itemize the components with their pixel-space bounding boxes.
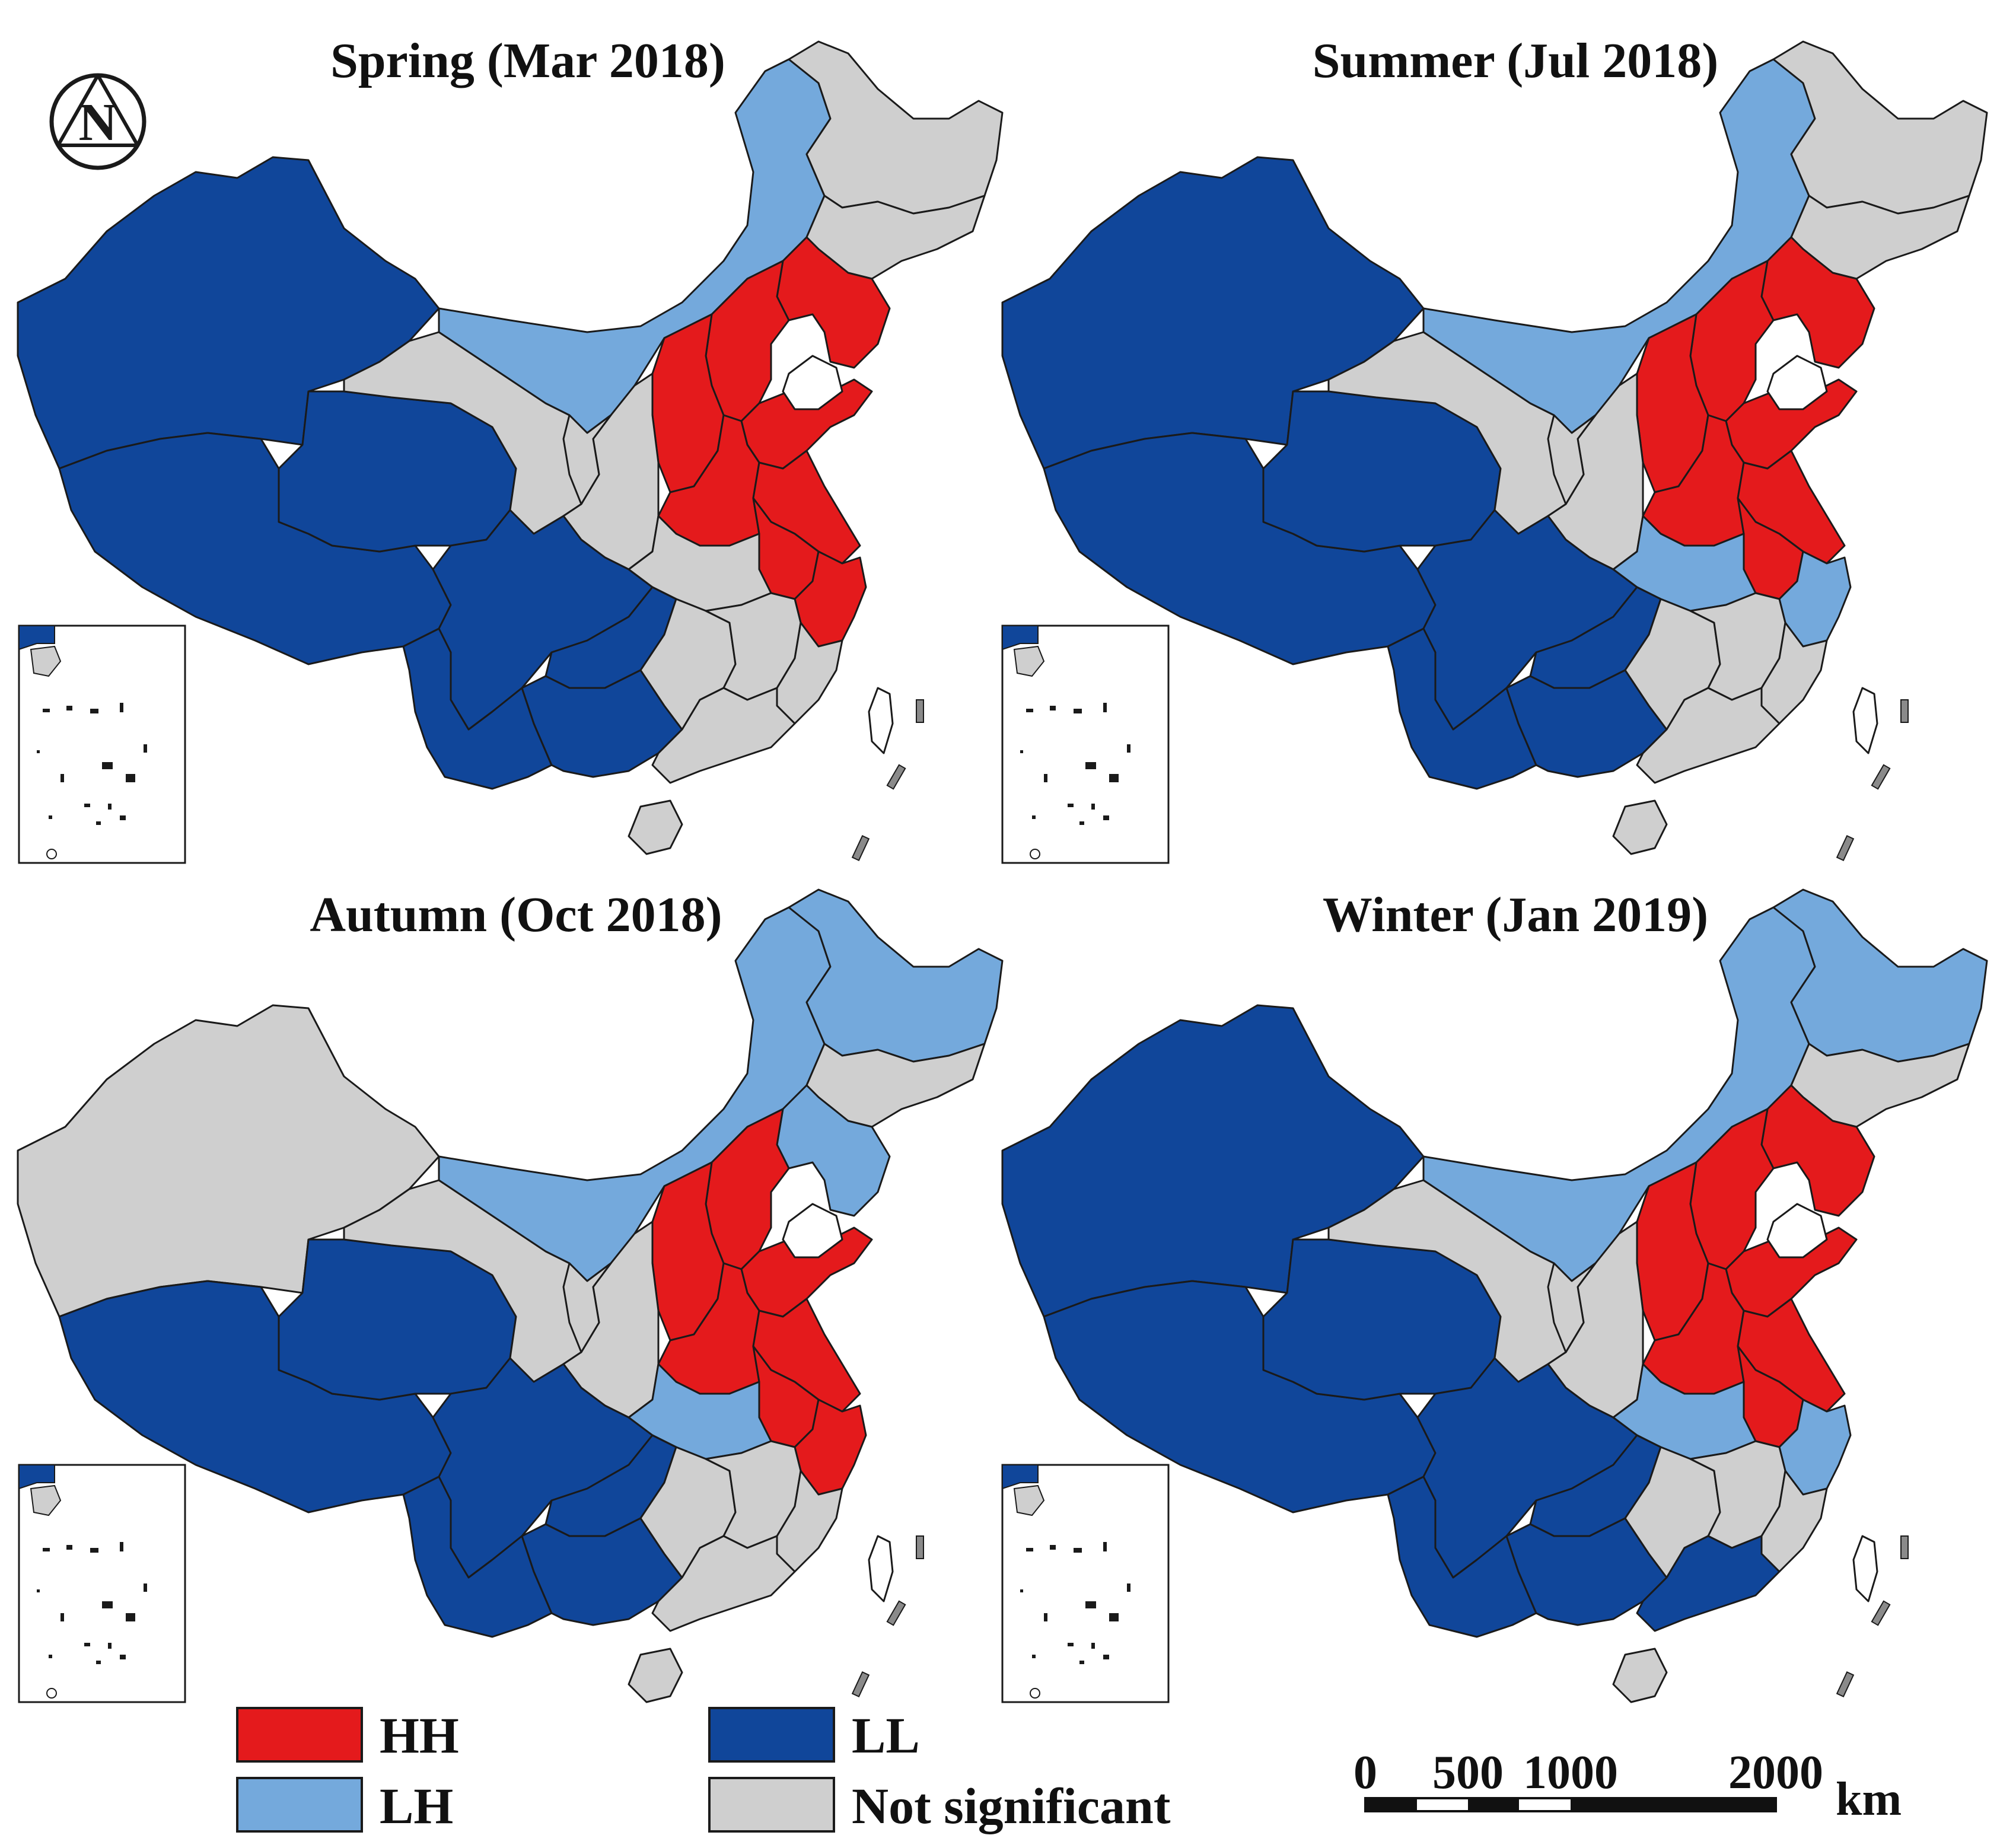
legend-swatch-lh	[236, 1777, 363, 1833]
region-yunnan	[1387, 627, 1537, 790]
region-taiwan	[1852, 687, 1878, 754]
panel-title-4: Winter (Jan 2019)	[1323, 887, 1708, 942]
scale-bar: 0 500 1000 2000 km	[1353, 1747, 1902, 1825]
panel-title-3: Autumn (Oct 2018)	[310, 887, 722, 942]
map-panel-3	[17, 888, 1004, 1703]
panel-title-1: Spring (Mar 2018)	[330, 33, 725, 88]
scale-tick-1000: 1000	[1523, 1747, 1618, 1799]
region-taiwan	[1852, 1535, 1878, 1602]
north-arrow-label: N	[79, 93, 117, 152]
south-china-sea-inset	[1001, 625, 1170, 864]
region-bohai	[1766, 355, 1828, 410]
map-panel-2	[1001, 40, 1988, 855]
region-hainan	[1612, 1648, 1668, 1703]
boundary-dash-segments	[1836, 699, 1909, 861]
region-hainan	[1612, 799, 1668, 855]
region-guangdong	[1636, 1535, 1781, 1632]
legend-label-ns: Not significant	[852, 1777, 1171, 1834]
north-arrow-icon: N	[49, 73, 147, 170]
legend-swatch-ns	[708, 1777, 835, 1833]
region-bohai	[1766, 1203, 1828, 1258]
boundary-dash-segments	[851, 1535, 924, 1697]
region-ningxia	[1547, 414, 1597, 505]
region-bohai	[782, 355, 843, 410]
legend-label-hh: HH	[380, 1707, 459, 1764]
legend-label-lh: LH	[380, 1777, 453, 1834]
legend-swatch-hh	[236, 1707, 363, 1763]
map-panel-4	[1001, 888, 1988, 1703]
region-taiwan	[868, 1535, 894, 1602]
region-taiwan	[868, 687, 894, 754]
region-bohai	[782, 1203, 843, 1258]
region-ningxia	[1547, 1262, 1597, 1353]
boundary-dash-segments	[1836, 1535, 1909, 1697]
legend-swatch-ll	[708, 1707, 835, 1763]
region-guangdong	[651, 1535, 796, 1632]
boundary-dash-segments	[851, 699, 924, 861]
region-yunnan	[402, 1476, 553, 1638]
panel-title-2: Summer (Jul 2018)	[1313, 33, 1718, 88]
scale-tick-2000: 2000	[1728, 1747, 1823, 1799]
region-guangdong	[651, 687, 796, 784]
map-panel-1	[17, 40, 1004, 855]
legend: HH LH LL Not significant	[236, 1707, 1171, 1834]
scale-tick-500: 500	[1432, 1747, 1504, 1799]
south-china-sea-inset	[18, 1464, 186, 1703]
south-china-sea-inset	[1001, 1464, 1170, 1703]
south-china-sea-inset	[18, 625, 186, 864]
scale-unit: km	[1836, 1773, 1902, 1825]
region-yunnan	[402, 627, 553, 790]
region-ningxia	[562, 1262, 612, 1353]
region-guangdong	[1636, 687, 1781, 784]
region-ningxia	[562, 414, 612, 505]
region-hainan	[628, 1648, 683, 1703]
scale-tick-0: 0	[1353, 1747, 1377, 1799]
region-yunnan	[1387, 1476, 1537, 1638]
legend-label-ll: LL	[852, 1707, 920, 1764]
region-hainan	[628, 799, 683, 855]
